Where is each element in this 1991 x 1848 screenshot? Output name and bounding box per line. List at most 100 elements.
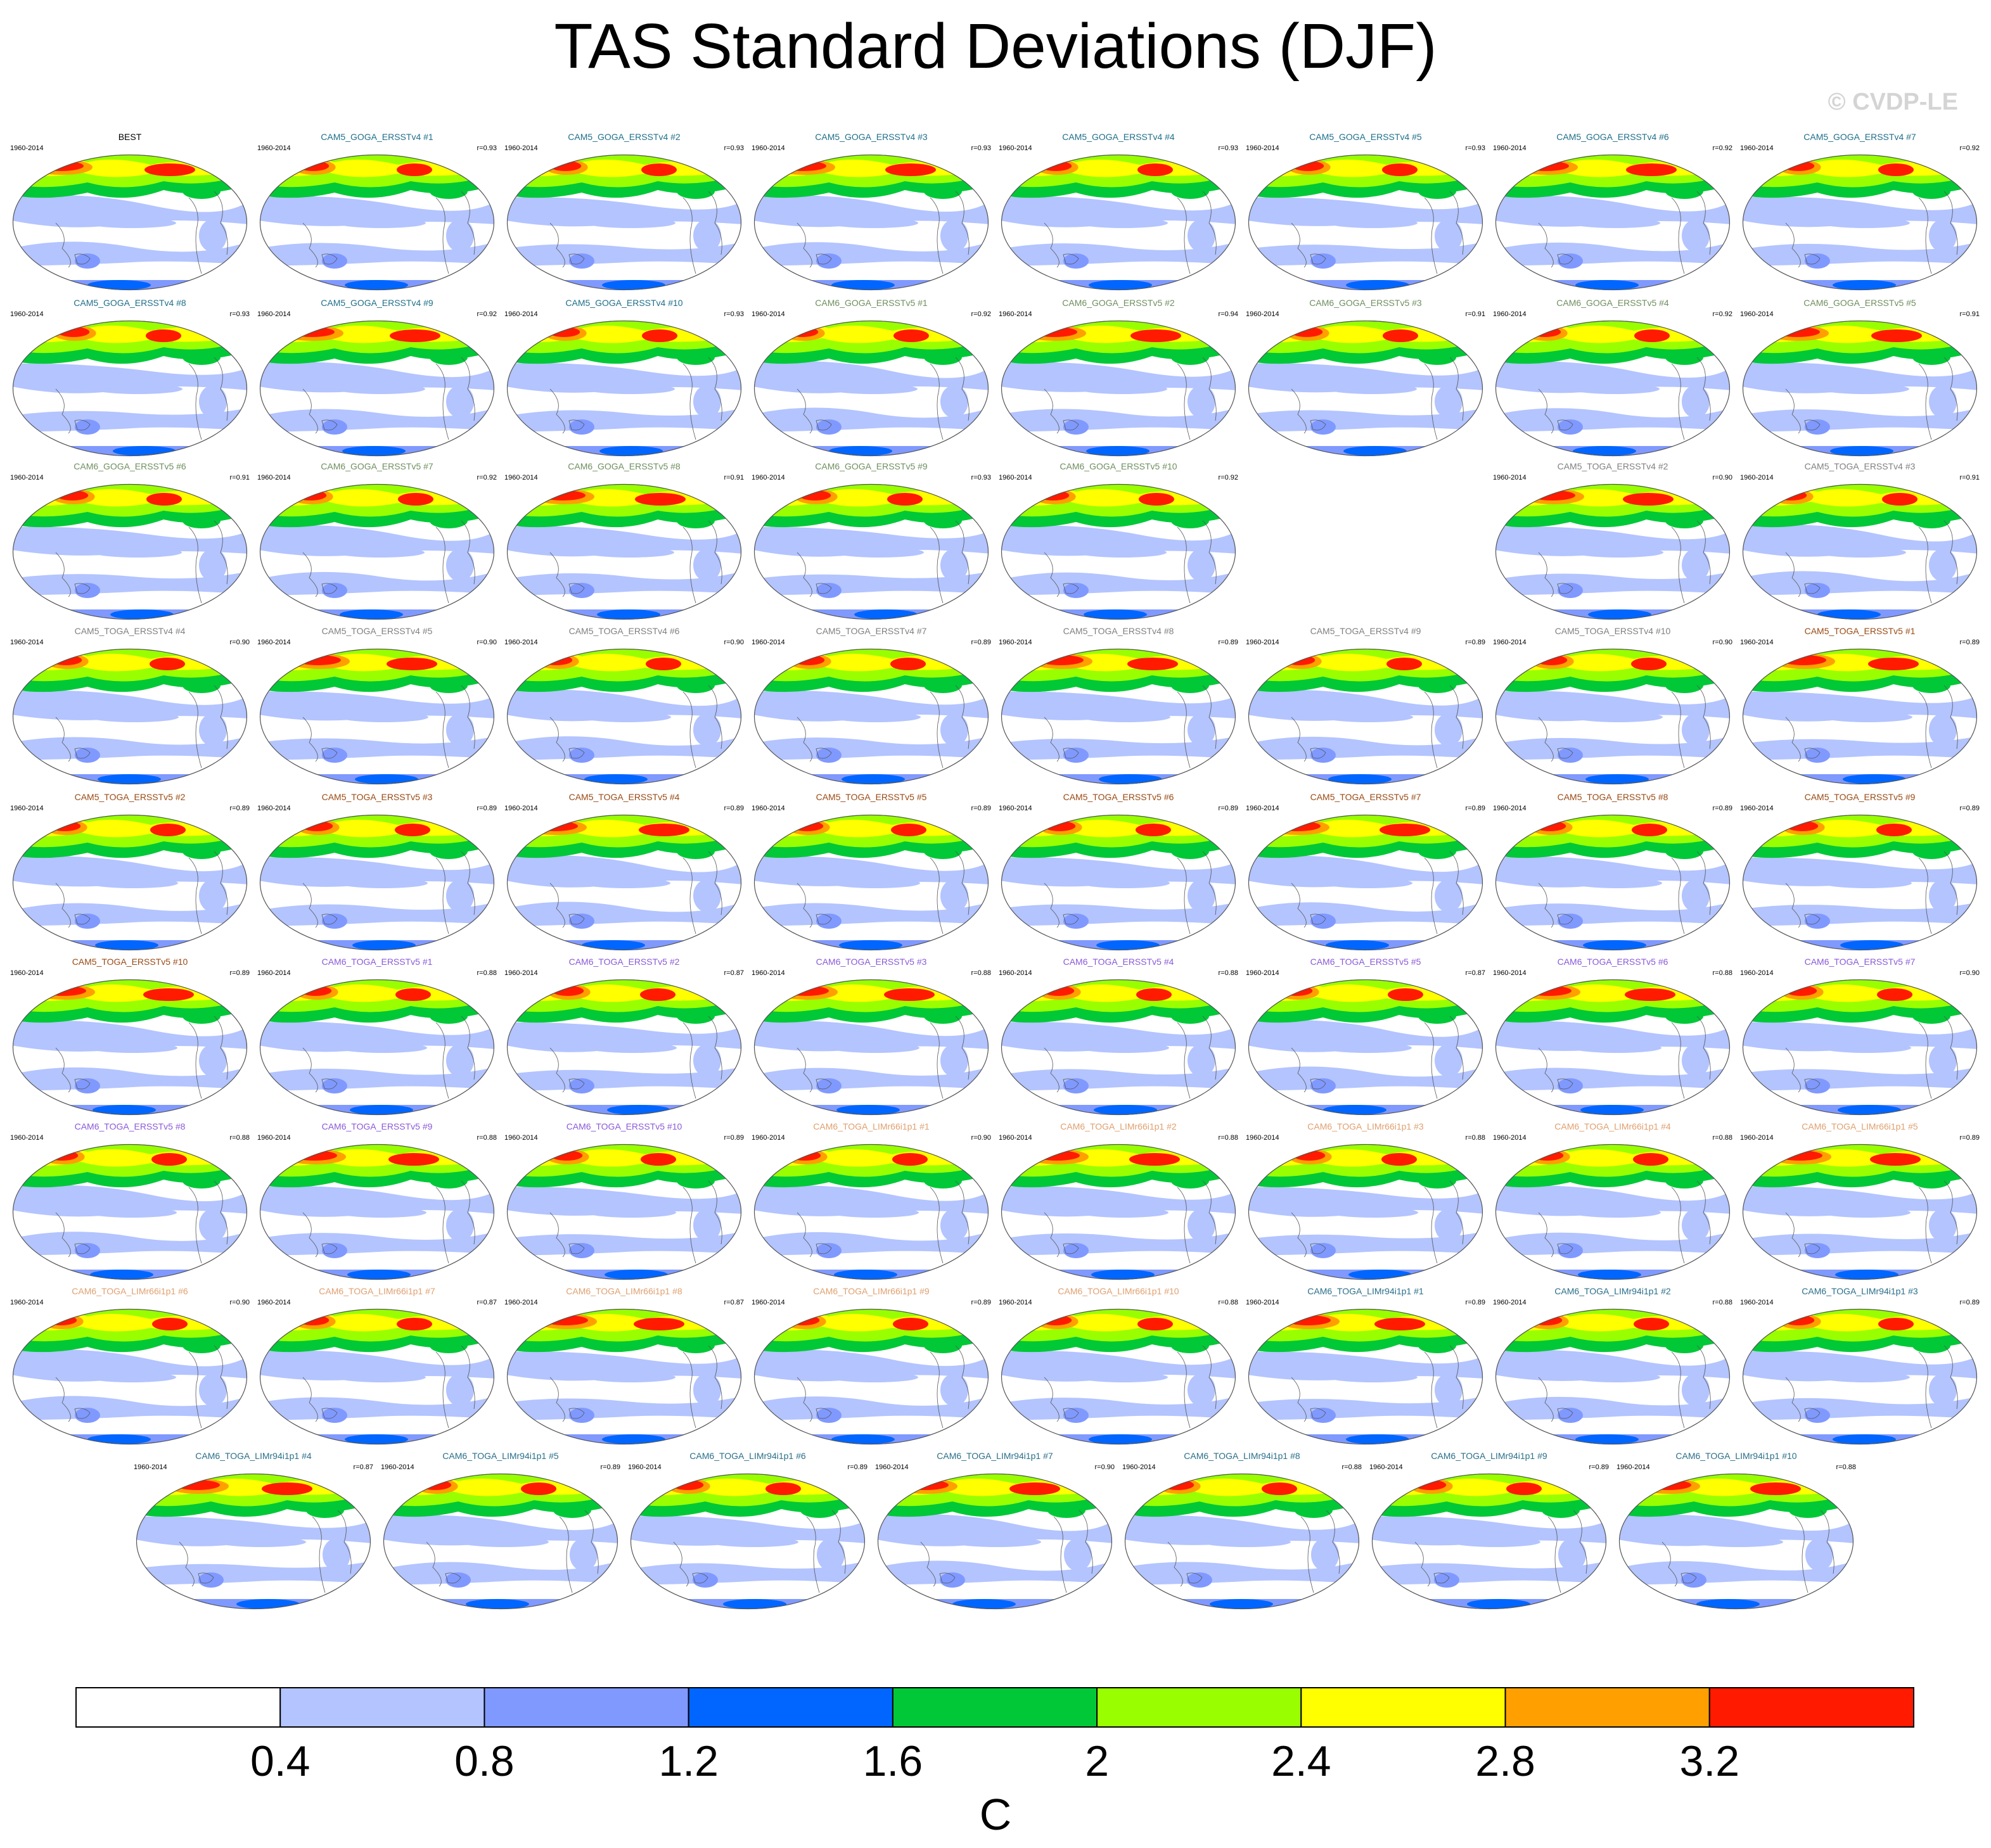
panel-title: CAM6_TOGA_ERSSTv5 #4: [1063, 957, 1174, 967]
panel-title: CAM6_TOGA_LIMr94i1p1 #7: [937, 1451, 1053, 1461]
panel-title: CAM6_GOGA_ERSSTv5 #10: [1060, 461, 1177, 471]
map-panel: CAM5_GOGA_ERSSTv4 #4 1960-2014 r=0.93: [995, 132, 1242, 296]
map-panel: CAM6_TOGA_ERSSTv5 #1 1960-2014 r=0.88: [253, 957, 501, 1121]
map-panel: CAM6_TOGA_ERSSTv5 #3 1960-2014 r=0.88: [748, 957, 995, 1121]
map-panel: CAM6_TOGA_LIMr94i1p1 #10 1960-2014 r=0.88: [1613, 1451, 1860, 1615]
panel-period: 1960-2014: [504, 144, 538, 152]
map-panel: BEST 1960-2014: [6, 132, 253, 296]
panel-period: 1960-2014: [999, 805, 1032, 812]
map-ellipse: [1248, 1144, 1483, 1280]
panel-title: CAM5_GOGA_ERSSTv4 #5: [1309, 132, 1422, 142]
map-ellipse: [506, 979, 742, 1116]
panel-title: CAM6_TOGA_ERSSTv5 #10: [566, 1121, 682, 1131]
panel-correlation: r=0.89: [1959, 639, 1980, 646]
panel-period: 1960-2014: [999, 310, 1032, 318]
panel-correlation: r=0.94: [1218, 310, 1239, 318]
panel-title: CAM5_TOGA_ERSSTv5 #6: [1063, 792, 1174, 802]
map-panel: CAM5_TOGA_ERSSTv4 #2 1960-2014 r=0.90: [1489, 461, 1736, 626]
map-panel: CAM5_TOGA_ERSSTv4 #6 1960-2014 r=0.90: [501, 626, 748, 791]
colorbar-swatch: [892, 1687, 1098, 1728]
panel-title: CAM5_TOGA_ERSSTv5 #1: [1804, 626, 1916, 636]
panel-correlation: r=0.92: [1959, 144, 1980, 152]
map-panel: CAM6_TOGA_LIMr66i1p1 #9 1960-2014 r=0.89: [748, 1286, 995, 1451]
map-ellipse: [506, 1308, 742, 1445]
panel-title: CAM6_TOGA_LIMr94i1p1 #4: [195, 1451, 312, 1461]
panel-title: CAM5_TOGA_ERSSTv4 #4: [74, 626, 186, 636]
map-panel: CAM5_TOGA_ERSSTv5 #9 1960-2014 r=0.89: [1736, 792, 1983, 957]
panel-title: CAM6_TOGA_LIMr94i1p1 #5: [442, 1451, 559, 1461]
map-ellipse: [12, 814, 248, 951]
panel-correlation: r=0.93: [724, 310, 745, 318]
map-ellipse: [1742, 154, 1978, 291]
panel-period: 1960-2014: [1493, 1299, 1527, 1306]
panel-correlation: r=0.89: [1959, 1134, 1980, 1142]
panel-period: 1960-2014: [257, 969, 291, 977]
panel-title: CAM6_TOGA_LIMr94i1p1 #2: [1554, 1286, 1671, 1296]
map-panel: CAM6_GOGA_ERSSTv5 #5 1960-2014 r=0.91: [1736, 298, 1983, 462]
panel-period: 1960-2014: [752, 310, 785, 318]
map-ellipse: [12, 1144, 248, 1280]
panel-period: 1960-2014: [504, 474, 538, 481]
panel-correlation: r=0.92: [477, 474, 497, 481]
panel-title: CAM6_GOGA_ERSSTv5 #4: [1556, 298, 1669, 308]
map-ellipse: [753, 320, 989, 457]
panel-title: CAM6_GOGA_ERSSTv5 #6: [74, 461, 186, 471]
panel-correlation: r=0.90: [229, 639, 250, 646]
panel-correlation: r=0.89: [229, 969, 250, 977]
panel-correlation: r=0.89: [847, 1463, 868, 1471]
panel-period: 1960-2014: [752, 144, 785, 152]
map-panel: CAM5_TOGA_ERSSTv5 #4 1960-2014 r=0.89: [501, 792, 748, 957]
map-ellipse: [1248, 648, 1483, 785]
panel-title: CAM6_TOGA_LIMr66i1p1 #4: [1554, 1121, 1671, 1131]
map-panel: CAM6_TOGA_LIMr94i1p1 #4 1960-2014 r=0.87: [130, 1451, 377, 1615]
panel-title: CAM5_TOGA_ERSSTv4 #2: [1557, 461, 1668, 471]
map-ellipse: [753, 1308, 989, 1445]
panel-period: 1960-2014: [257, 1134, 291, 1142]
panel-correlation: r=0.92: [477, 310, 497, 318]
colorbar-swatch: [483, 1687, 689, 1728]
panel-correlation: r=0.92: [1712, 144, 1733, 152]
panel-correlation: r=0.89: [1465, 805, 1486, 812]
panel-correlation: r=0.93: [1218, 144, 1239, 152]
panel-correlation: r=0.88: [1712, 1299, 1733, 1306]
panel-title: CAM6_TOGA_LIMr66i1p1 #10: [1058, 1286, 1179, 1296]
panel-period: 1960-2014: [1740, 1134, 1774, 1142]
panel-title: CAM5_TOGA_ERSSTv4 #7: [816, 626, 927, 636]
panel-correlation: r=0.87: [353, 1463, 374, 1471]
panel-title: CAM5_GOGA_ERSSTv4 #7: [1803, 132, 1916, 142]
map-ellipse: [1495, 154, 1731, 291]
panel-correlation: r=0.89: [971, 805, 992, 812]
panel-period: 1960-2014: [504, 639, 538, 646]
panel-title: CAM6_GOGA_ERSSTv5 #5: [1803, 298, 1916, 308]
panel-period: 1960-2014: [1246, 1134, 1279, 1142]
map-panel: CAM5_GOGA_ERSSTv4 #2 1960-2014 r=0.93: [501, 132, 748, 296]
map-ellipse: [259, 1144, 495, 1280]
panel-title: CAM6_TOGA_LIMr66i1p1 #3: [1307, 1121, 1424, 1131]
panel-correlation: r=0.92: [1218, 474, 1239, 481]
panel-correlation: r=0.89: [724, 805, 745, 812]
panel-correlation: r=0.91: [724, 474, 745, 481]
panel-period: 1960-2014: [10, 639, 44, 646]
map-panel: CAM5_GOGA_ERSSTv4 #5 1960-2014 r=0.93: [1242, 132, 1489, 296]
panel-correlation: r=0.90: [1094, 1463, 1115, 1471]
copyright-label: © CVDP-LE: [1828, 89, 1958, 115]
map-panel: CAM6_TOGA_LIMr94i1p1 #2 1960-2014 r=0.88: [1489, 1286, 1736, 1451]
map-panel: CAM5_TOGA_ERSSTv4 #7 1960-2014 r=0.89: [748, 626, 995, 791]
map-ellipse: [506, 648, 742, 785]
colorbar-swatch: [1096, 1687, 1302, 1728]
panel-correlation: r=0.88: [1341, 1463, 1362, 1471]
panel-period: 1960-2014: [999, 1134, 1032, 1142]
panel-title: CAM6_TOGA_LIMr66i1p1 #7: [319, 1286, 435, 1296]
panel-period: 1960-2014: [999, 474, 1032, 481]
panel-title: CAM5_GOGA_ERSSTv4 #9: [321, 298, 433, 308]
panel-title: CAM6_GOGA_ERSSTv5 #8: [568, 461, 681, 471]
map-ellipse: [12, 154, 248, 291]
panel-period: 1960-2014: [999, 144, 1032, 152]
panel-title: CAM5_TOGA_ERSSTv4 #8: [1063, 626, 1174, 636]
map-ellipse: [259, 320, 495, 457]
panel-title: CAM6_TOGA_LIMr94i1p1 #3: [1802, 1286, 1918, 1296]
panel-period: 1960-2014: [1740, 310, 1774, 318]
map-panel: CAM6_TOGA_LIMr94i1p1 #8 1960-2014 r=0.88: [1118, 1451, 1366, 1615]
panel-title: CAM6_TOGA_ERSSTv5 #9: [321, 1121, 433, 1131]
